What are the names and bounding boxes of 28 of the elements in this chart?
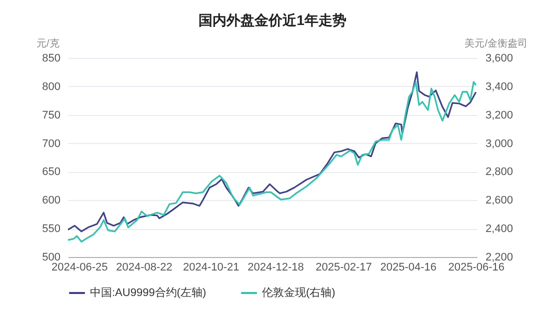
y2-tick-label: 3,400 (486, 80, 514, 93)
x-tick-label: 2024-08-22 (116, 262, 172, 274)
y-tick-label: 750 (42, 109, 60, 122)
y-tick-label: 600 (42, 194, 60, 207)
x-tick-label: 2025-02-17 (316, 262, 372, 274)
chart-title: 国内外盘金价近1年走势 (198, 12, 346, 28)
x-tick-label: 2025-06-16 (448, 262, 505, 274)
y2-tick-label: 3,200 (486, 109, 514, 122)
y2-tick-label: 3,000 (486, 138, 514, 150)
x-tick-label: 2025-04-16 (380, 262, 437, 274)
y-tick-label: 500 (42, 252, 60, 264)
legend-label: 伦敦金现(右轴) (262, 286, 336, 299)
y-tick-label: 850 (42, 52, 60, 64)
y-axis-title: 元/克 (36, 38, 60, 50)
x-tick-label: 2024-06-25 (52, 262, 108, 274)
y-tick-label: 550 (42, 223, 60, 236)
x-tick-label: 2024-10-21 (183, 262, 240, 274)
y2-axis-title: 美元/金衡盎司 (464, 38, 528, 50)
y2-tick-label: 3,600 (486, 52, 514, 64)
x-tick-label: 2024-12-18 (248, 262, 304, 274)
y2-tick-label: 2,600 (486, 194, 514, 207)
y-tick-label: 650 (42, 166, 60, 178)
y-tick-label: 700 (42, 138, 60, 150)
y-tick-label: 800 (42, 80, 60, 93)
y2-tick-label: 2,200 (486, 252, 514, 264)
y2-tick-label: 2,400 (486, 223, 514, 236)
legend-label: 中国:AU9999合约(左轴) (90, 286, 206, 299)
y2-tick-label: 2,800 (486, 166, 514, 178)
